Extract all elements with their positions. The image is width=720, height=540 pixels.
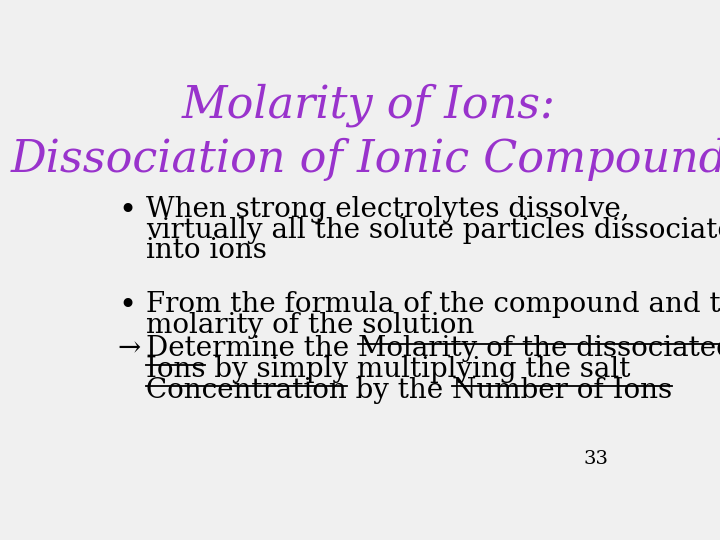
Text: Dissociation of Ionic Compound: Dissociation of Ionic Compound xyxy=(10,138,720,181)
Text: •: • xyxy=(118,292,136,322)
Text: →: → xyxy=(118,335,141,362)
Text: From the formula of the compound and the: From the formula of the compound and the xyxy=(145,292,720,319)
Text: Molarity of Ions:: Molarity of Ions: xyxy=(182,84,556,127)
Text: 33: 33 xyxy=(584,450,609,468)
Text: Determine the Molarity of the dissociated: Determine the Molarity of the dissociate… xyxy=(145,335,720,362)
Text: When strong electrolytes dissolve,: When strong electrolytes dissolve, xyxy=(145,196,629,223)
Text: virtually all the solute particles dissociate: virtually all the solute particles disso… xyxy=(145,217,720,244)
Text: molarity of the solution: molarity of the solution xyxy=(145,312,474,339)
Text: •: • xyxy=(118,196,136,227)
Text: Ions by simply multiplying the salt: Ions by simply multiplying the salt xyxy=(145,356,630,383)
Text: Concentration by the Number of Ions: Concentration by the Number of Ions xyxy=(145,377,672,404)
Text: into ions: into ions xyxy=(145,238,266,265)
